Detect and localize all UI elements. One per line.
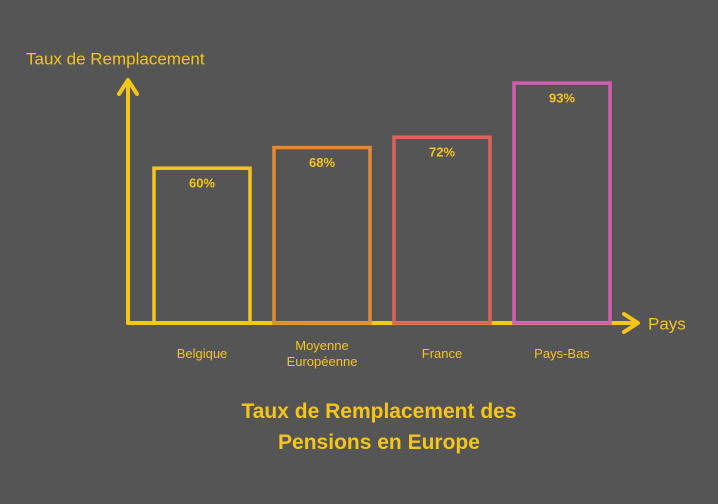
y-axis [117, 78, 139, 325]
x-tick-label: Pays-Bas [534, 346, 590, 361]
value-label: 93% [549, 90, 575, 105]
x-tick-label: France [421, 346, 463, 361]
x-tick-label: Belgique [176, 346, 228, 361]
axes [117, 78, 640, 334]
value-label: 60% [189, 176, 215, 191]
bar [152, 166, 252, 325]
x-tick-label: Moyenne Européenne [286, 338, 358, 369]
bar [392, 135, 492, 325]
value-label: 72% [429, 145, 455, 160]
bar [272, 145, 372, 325]
bar [512, 81, 612, 325]
chart-title: Taux de Remplacement des Pensions en Eur… [241, 400, 517, 454]
x-axis-label: Pays [648, 314, 686, 333]
y-axis-label: Taux de Remplacement [26, 49, 205, 68]
value-label: 68% [309, 155, 335, 170]
